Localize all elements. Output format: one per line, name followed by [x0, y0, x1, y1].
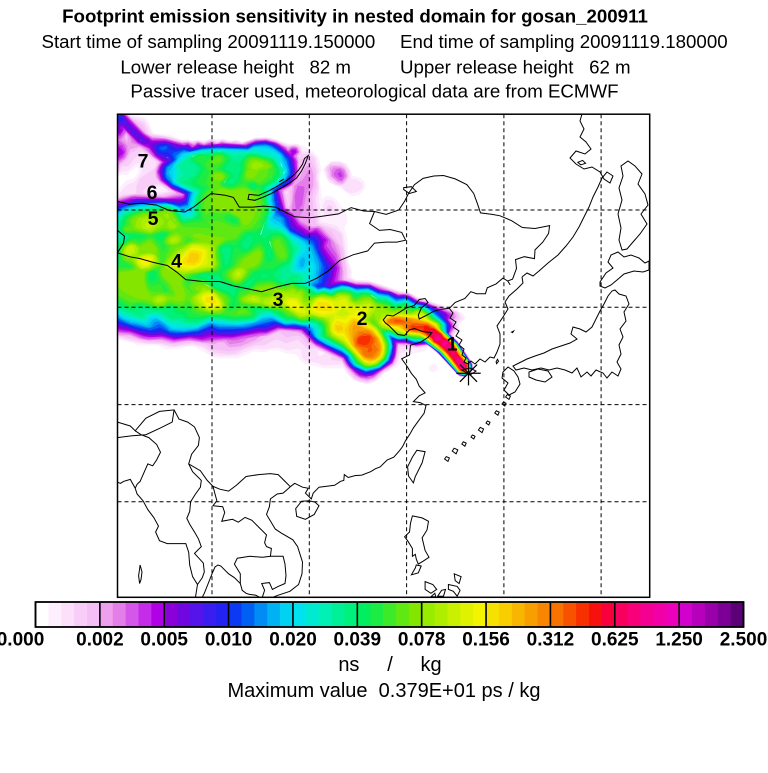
svg-text:0.312: 0.312: [527, 630, 575, 651]
svg-text:End time of sampling 20091119.: End time of sampling 20091119.180000: [400, 31, 728, 52]
svg-text:0.010: 0.010: [205, 630, 253, 651]
svg-text:0.020: 0.020: [269, 630, 317, 651]
svg-text:0.625: 0.625: [591, 630, 639, 651]
svg-text:1.250: 1.250: [655, 630, 703, 651]
svg-text:0.078: 0.078: [398, 630, 446, 651]
svg-text:Passive tracer used, meteorolo: Passive tracer used, meteorological data…: [130, 81, 618, 102]
svg-text:ns / kg: ns / kg: [338, 654, 441, 676]
svg-text:2.500: 2.500: [720, 630, 768, 651]
svg-text:0.002: 0.002: [76, 630, 124, 651]
svg-text:0.000: 0.000: [0, 630, 44, 651]
svg-text:7: 7: [138, 151, 149, 173]
svg-text:Start time of sampling 2009111: Start time of sampling 20091119.150000: [42, 31, 376, 52]
svg-text:6: 6: [147, 182, 158, 204]
svg-text:0.005: 0.005: [140, 630, 188, 651]
svg-text:0.156: 0.156: [462, 630, 510, 651]
svg-text:3: 3: [273, 289, 284, 311]
svg-text:2: 2: [357, 308, 368, 330]
svg-text:Upper release height 62 m: Upper release height 62 m: [400, 56, 631, 77]
svg-text:0.039: 0.039: [334, 630, 382, 651]
svg-text:Lower release height 82 m: Lower release height 82 m: [120, 56, 351, 77]
svg-text:1: 1: [447, 334, 458, 356]
svg-text:Footprint emission sensitivity: Footprint emission sensitivity in nested…: [62, 6, 648, 27]
svg-text:Maximum value 0.379E+01 ps /: Maximum value 0.379E+01 ps / kg: [228, 680, 541, 702]
svg-text:4: 4: [171, 251, 182, 273]
svg-text:5: 5: [148, 208, 159, 230]
